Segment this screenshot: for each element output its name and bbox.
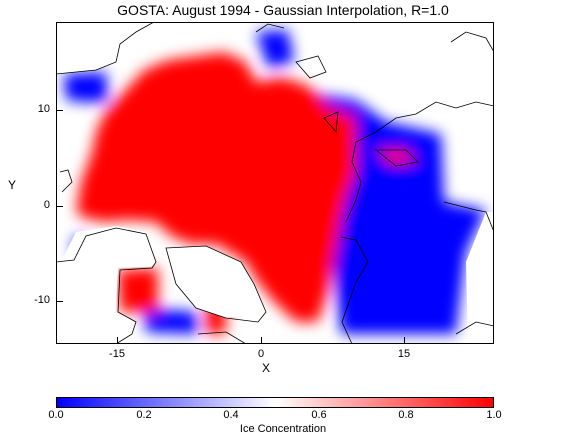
y-tick-mark xyxy=(56,206,63,207)
land-mask xyxy=(56,22,116,74)
ice-region-low xyxy=(144,308,198,334)
colorbar-tick-label: 0.2 xyxy=(136,409,152,421)
land-mask xyxy=(166,246,266,318)
colorbar-tick-label: 0.4 xyxy=(223,409,239,421)
colorbar-tick-label: 0.6 xyxy=(311,409,327,421)
ice-region-high xyxy=(118,268,158,312)
colorbar-tick-label: 0.8 xyxy=(398,409,414,421)
y-tick-label: 0 xyxy=(43,199,50,211)
x-tick-mark xyxy=(404,337,405,344)
map-frame xyxy=(56,22,494,344)
colorbar-tick-label: 0.0 xyxy=(48,409,64,421)
y-tick-label: 10 xyxy=(37,103,50,115)
coastlines xyxy=(56,22,494,344)
ice-region-high xyxy=(76,52,356,322)
y-tick-label: -10 xyxy=(34,294,50,306)
ice-region-high xyxy=(376,150,416,164)
x-axis-label: X xyxy=(262,361,271,375)
y-tick-mark xyxy=(56,301,63,302)
y-tick-mark xyxy=(56,110,63,111)
land-mask xyxy=(466,212,494,344)
x-tick-mark xyxy=(117,337,118,344)
colorbar xyxy=(56,397,494,408)
ice-concentration-map xyxy=(56,22,494,344)
x-tick-label: 0 xyxy=(257,348,265,360)
land-mask xyxy=(436,22,494,142)
x-tick-label: 15 xyxy=(397,348,411,360)
ice-region-low xyxy=(256,30,294,68)
y-axis-label: Y xyxy=(8,178,17,192)
map-title: GOSTA: August 1994 - Gaussian Interpolat… xyxy=(117,2,449,18)
ice-region-low xyxy=(64,72,108,102)
x-tick-mark xyxy=(261,337,262,344)
colorbar-label: Ice Concentration xyxy=(239,423,327,435)
x-tick-label: -15 xyxy=(109,348,125,360)
land-mask xyxy=(56,226,156,344)
colorbar-tick-label: 1.0 xyxy=(486,409,502,421)
